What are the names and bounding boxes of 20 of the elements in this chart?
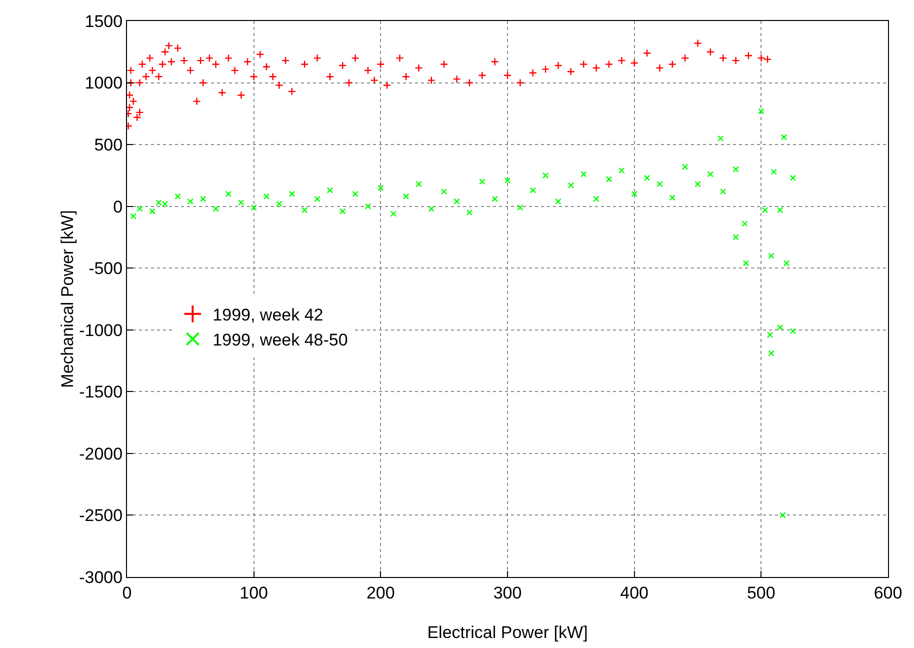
x-tick-label: 400 (620, 583, 649, 602)
y-tick-label: 1500 (84, 12, 123, 31)
x-tick-label: 500 (746, 583, 776, 602)
y-tick-label: 500 (94, 136, 123, 155)
x-tick-label: 600 (874, 583, 902, 602)
y-tick-label: 1000 (84, 74, 123, 93)
y-tick-label: -500 (88, 259, 123, 278)
y-tick-label: -2500 (79, 506, 123, 526)
y-tick-label: -2000 (79, 444, 123, 464)
x-tick-label: 100 (240, 583, 268, 602)
legend-label: 1999, week 48-50 (212, 330, 348, 350)
x-tick-label: 200 (366, 583, 395, 602)
y-tick-label: -3000 (79, 568, 123, 587)
y-axis-title: Mechanical Power [kW] (58, 210, 78, 388)
y-tick-label: -1500 (79, 382, 123, 402)
y-tick-label: 0 (113, 197, 123, 216)
x-axis-title: Electrical Power [kW] (427, 623, 588, 642)
x-tick-label: 300 (493, 583, 522, 602)
y-tick-label: -1000 (79, 320, 123, 340)
legend-label: 1999, week 42 (212, 305, 324, 324)
